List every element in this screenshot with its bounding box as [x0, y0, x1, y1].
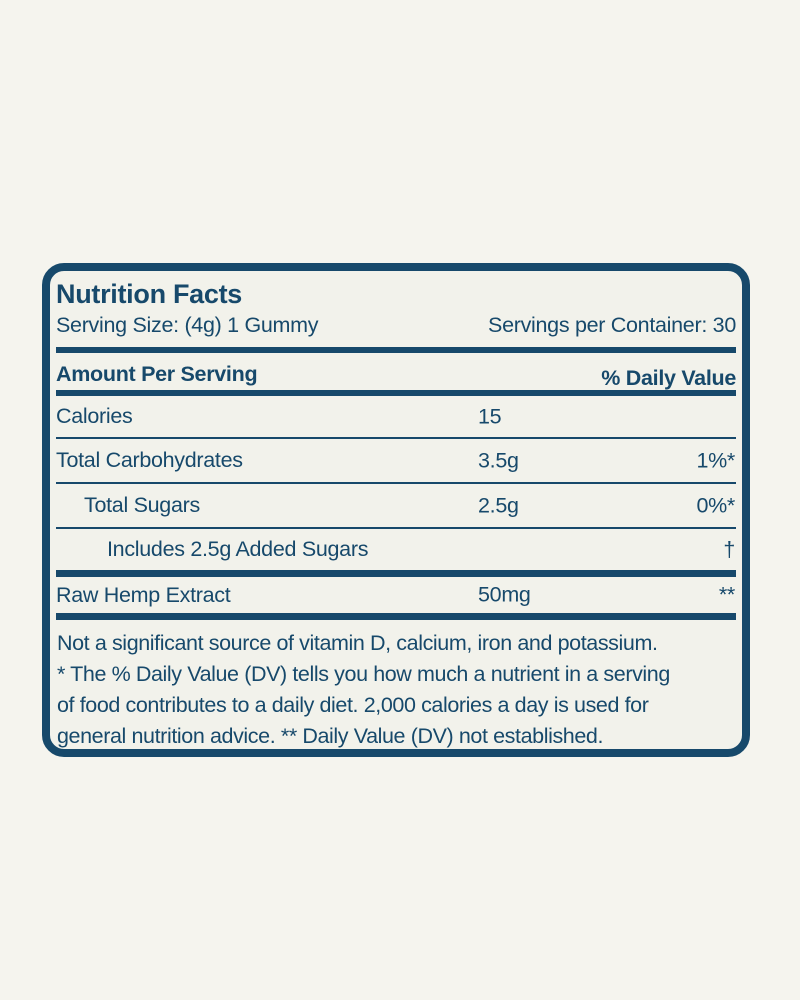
nutrient-amount: 15 — [478, 404, 502, 428]
nutrient-row-total-carbohydrates: Total Carbohydrates 3.5g 1%* — [56, 439, 736, 482]
divider-bar-thick — [56, 613, 736, 620]
divider-bar-thick — [56, 570, 736, 577]
footnote-line: * The % Daily Value (DV) tells you how m… — [57, 662, 670, 686]
nutrient-amount: 50mg — [478, 582, 531, 607]
divider-bar-thick — [56, 390, 736, 396]
nutrient-row-added-sugars: Includes 2.5g Added Sugars † — [56, 529, 736, 570]
daily-value-header: % Daily Value — [601, 366, 736, 390]
footnote-line: Not a significant source of vitamin D, c… — [57, 631, 658, 655]
nutrient-row-total-sugars: Total Sugars 2.5g 0%* — [56, 484, 736, 527]
nutrition-facts-panel: Nutrition Facts Serving Size: (4g) 1 Gum… — [42, 263, 750, 757]
nutrition-facts-title: Nutrition Facts — [56, 279, 243, 309]
nutrient-daily-value: 1%* — [696, 448, 735, 472]
nutrient-daily-value: ** — [718, 582, 735, 607]
amount-per-serving-label: Amount Per Serving — [56, 362, 258, 386]
nutrient-row-calories: Calories 15 — [56, 396, 736, 437]
divider-line-thin — [56, 482, 736, 484]
nutrient-name: Total Carbohydrates — [56, 448, 243, 472]
nutrient-name: Includes 2.5g Added Sugars — [107, 537, 369, 561]
nutrient-amount: 2.5g — [478, 493, 519, 517]
divider-bar-thick — [56, 347, 736, 353]
nutrient-daily-value: 0%* — [696, 493, 735, 517]
nutrient-name: Calories — [56, 404, 133, 428]
amount-header-row: Amount Per Serving % Daily Value — [56, 353, 736, 390]
footnote-line: general nutrition advice. ** Daily Value… — [57, 724, 604, 748]
serving-size-text: Serving Size: (4g) 1 Gummy — [56, 313, 319, 337]
nutrient-daily-value: † — [723, 537, 735, 561]
divider-line-thin — [56, 437, 736, 439]
serving-info-row: Serving Size: (4g) 1 Gummy Servings per … — [56, 310, 736, 341]
footnote-line: of food contributes to a daily diet. 2,0… — [57, 693, 649, 717]
nutrient-row-raw-hemp-extract: Raw Hemp Extract 50mg ** — [56, 577, 736, 613]
divider-line-thin — [56, 527, 736, 529]
nutrient-name: Total Sugars — [84, 493, 200, 517]
servings-per-container-text: Servings per Container: 30 — [488, 313, 736, 337]
footnote-text: Not a significant source of vitamin D, c… — [56, 620, 736, 749]
nutrient-name: Raw Hemp Extract — [56, 582, 231, 607]
nutrient-amount: 3.5g — [478, 448, 519, 472]
